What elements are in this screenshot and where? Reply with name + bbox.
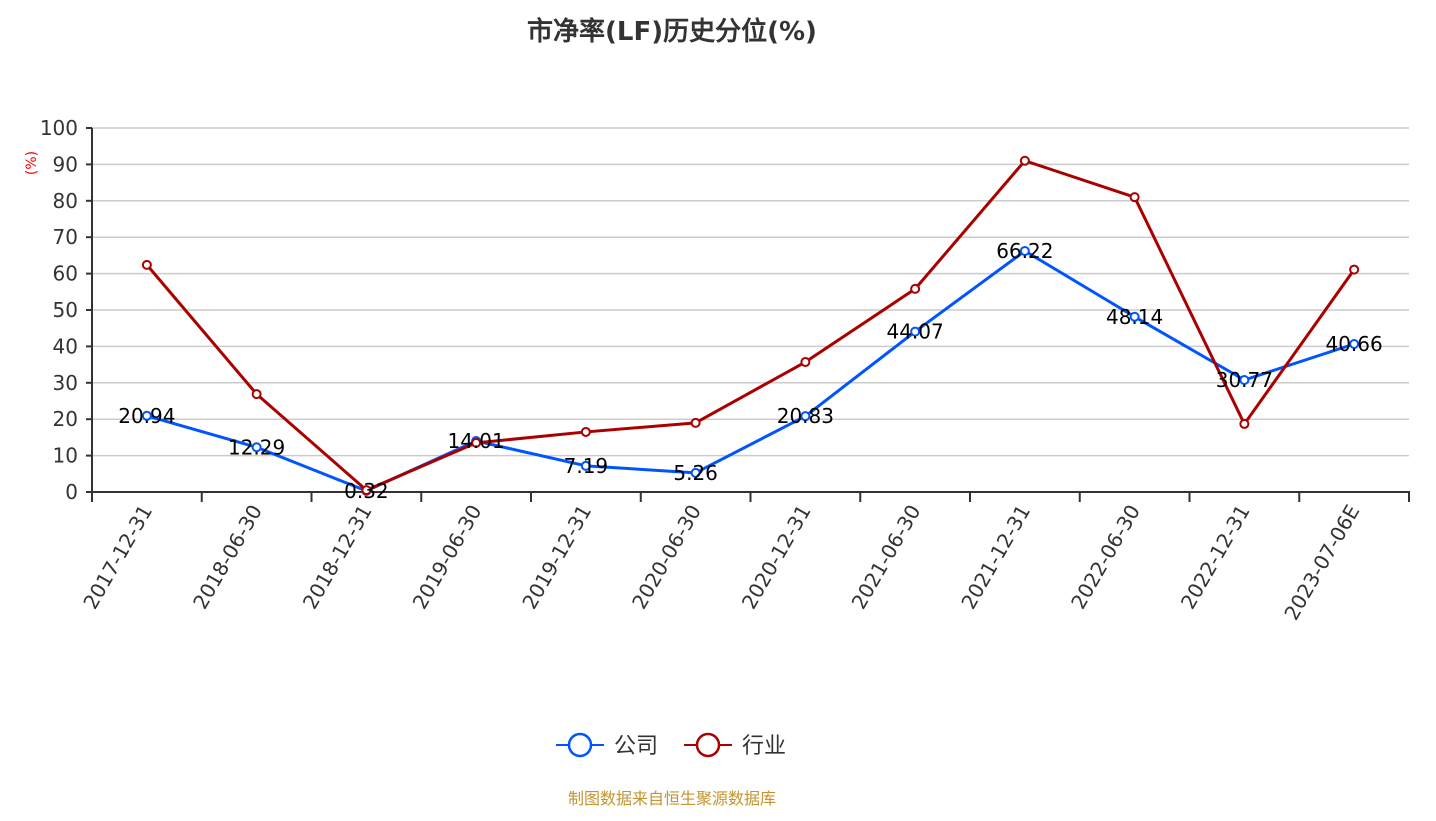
y-tick-label: 60 [53,262,78,286]
legend-item-0[interactable]: 公司 [556,732,658,759]
y-tick-label: 10 [53,444,78,468]
data-point[interactable] [1129,311,1140,322]
x-tick-label: 2018-12-31 [298,501,377,614]
data-point[interactable] [1349,338,1360,349]
data-label: 44.07 [886,320,943,344]
grid-lines [92,127,1409,457]
y-tick-label: 30 [53,371,78,395]
data-point[interactable] [580,426,591,437]
x-axis: 2017-12-31 2018-06-30 2018-12-31 2019-06-30… [78,491,1410,625]
data-point[interactable] [690,467,701,478]
x-tick-label: 2021-06-30 [847,501,926,614]
data-label: 30.77 [1216,368,1273,392]
data-label: 0.32 [344,479,389,503]
legend-circle-icon [695,732,721,758]
data-point[interactable] [580,460,591,471]
y-tick-label: 20 [53,407,78,431]
y-axis: 0 10 20 30 40 50 60 70 80 90 100 [40,116,93,504]
data-label: 20.94 [118,404,175,428]
data-label: 5.26 [673,461,718,485]
legend-label: 公司 [614,734,658,759]
x-tick-label: 2023-07-06E [1279,501,1364,625]
data-point[interactable] [1019,155,1030,166]
legend[interactable]: 公司 行业 [556,732,786,759]
data-point[interactable] [471,437,482,448]
legend-label: 行业 [742,734,786,759]
data-point[interactable] [251,442,262,453]
x-tick-label: 2017-12-31 [78,501,157,614]
data-label: 14.01 [447,429,504,453]
y-tick-label: 80 [53,189,78,213]
y-tick-label: 50 [53,298,78,322]
data-point[interactable] [800,357,811,368]
x-tick-label: 2020-12-31 [737,501,816,614]
data-label: 20.83 [777,404,834,428]
legend-circle-icon [567,732,593,758]
data-point[interactable] [1349,264,1360,275]
data-label: 48.14 [1106,305,1163,329]
y-tick-label: 90 [53,152,78,176]
x-tick-label: 2022-12-31 [1176,501,1255,614]
legend-item-1[interactable]: 行业 [684,732,786,759]
data-label: 7.19 [564,454,609,478]
x-tick-label: 2022-06-30 [1066,501,1145,614]
data-point[interactable] [1019,245,1030,256]
x-tick-label: 2019-12-31 [517,501,596,614]
data-point[interactable] [141,410,152,421]
y-tick-label: 40 [53,334,78,358]
x-tick-label: 2021-12-31 [956,501,1035,614]
x-tick-label: 2018-06-30 [188,501,267,614]
data-point[interactable] [910,326,921,337]
x-tick-label: 2020-06-30 [627,501,706,614]
data-point[interactable] [690,417,701,428]
data-point[interactable] [1129,192,1140,203]
data-point[interactable] [251,389,262,400]
chart-title: 市净率(LF)历史分位(%) [527,16,817,47]
data-label: 66.22 [996,239,1053,263]
y-tick-label: 0 [65,480,78,504]
data-labels: 20.94 12.29 0.32 14.01 7.19 5.26 20.83 44.07 66.… [118,239,1383,503]
series-line-1 [145,159,1356,492]
y-axis-unit-label: (%) [24,151,40,175]
y-tick-label: 70 [53,225,78,249]
data-point[interactable] [1239,418,1250,429]
data-label: 12.29 [228,435,285,459]
data-label: 40.66 [1325,332,1382,356]
data-point[interactable] [361,485,372,496]
data-point[interactable] [141,259,152,270]
x-tick-label: 2019-06-30 [408,501,487,614]
series-line-0 [146,249,1355,493]
data-point[interactable] [1239,374,1250,385]
series-layer [141,155,1360,496]
data-point[interactable] [910,283,921,294]
source-note: 制图数据来自恒生聚源数据库 [568,789,776,808]
y-tick-label: 100 [40,116,78,140]
data-point[interactable] [800,411,811,422]
